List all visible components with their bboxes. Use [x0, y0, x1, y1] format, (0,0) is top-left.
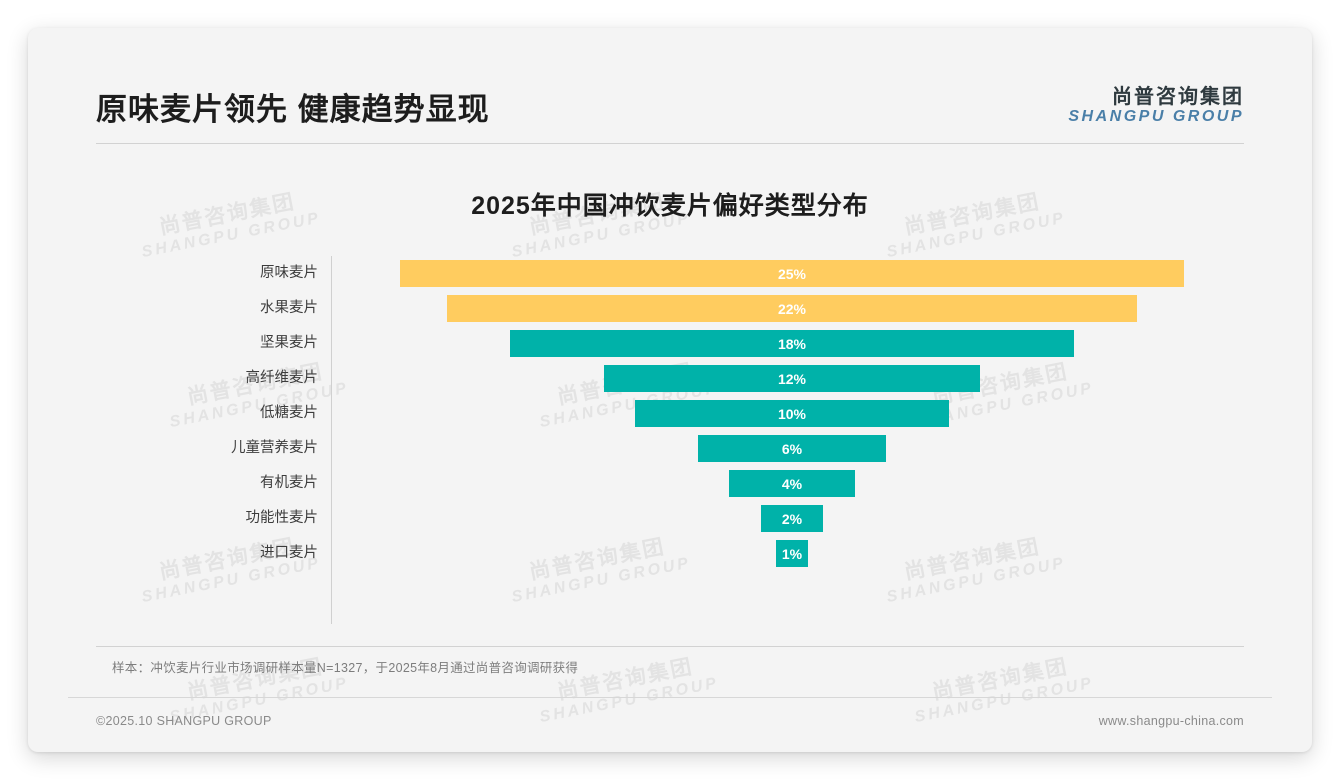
bar-category-label: 有机麦片 — [260, 475, 318, 491]
chart-plot-area: 原味麦片 25% 水果麦片 22% 坚果麦片 18% 高纤维麦片 12% 低糖麦片 10% 儿童营养… — [96, 256, 1244, 624]
slide-canvas: 尚普咨询集团 SHANGPU GROUP 尚普咨询集团 SHANGPU GROUP 尚普… — [28, 28, 1312, 752]
bar-row: 高纤维麦片 12% — [96, 361, 1244, 396]
bar-category-label: 坚果麦片 — [260, 335, 318, 351]
watermark-english-text: SHANGPU GROUP — [913, 674, 1096, 726]
bar-row: 坚果麦片 18% — [96, 326, 1244, 361]
bar-row: 进口麦片 1% — [96, 536, 1244, 571]
chart-container: 2025年中国冲饮麦片偏好类型分布 原味麦片 25% 水果麦片 22% 坚果麦片 18% 高… — [96, 158, 1244, 668]
bar-row: 低糖麦片 10% — [96, 396, 1244, 431]
bar-row: 原味麦片 25% — [96, 256, 1244, 291]
bar-segment[interactable]: 12% — [603, 365, 981, 392]
bar-value-label: 10% — [777, 405, 806, 422]
bar-segment[interactable]: 1% — [776, 540, 808, 567]
bar-value-label: 12% — [777, 370, 806, 387]
bar-row: 功能性麦片 2% — [96, 501, 1244, 536]
chart-title: 2025年中国冲饮麦片偏好类型分布 — [471, 192, 869, 220]
bar-list: 原味麦片 25% 水果麦片 22% 坚果麦片 18% 高纤维麦片 12% 低糖麦片 10% 儿童营养… — [96, 256, 1244, 571]
sample-footnote: 样本：冲饮麦片行业市场调研样本量N=1327，于2025年8月通过尚普咨询调研获… — [112, 661, 579, 675]
bar-value-label: 18% — [777, 335, 806, 352]
bar-track: 1% — [332, 536, 1244, 571]
bar-category-label: 儿童营养麦片 — [231, 440, 318, 456]
bar-category-label: 功能性麦片 — [245, 510, 319, 526]
bar-track: 25% — [332, 256, 1244, 291]
bar-track: 22% — [332, 291, 1244, 326]
website-link[interactable]: www.shangpu-china.com — [1098, 714, 1244, 728]
header-divider — [96, 143, 1244, 144]
bar-row: 水果麦片 22% — [96, 291, 1244, 326]
bar-category-label: 水果麦片 — [260, 300, 318, 316]
bar-segment[interactable]: 18% — [509, 330, 1075, 357]
bar-value-label: 6% — [781, 440, 803, 457]
footnote-divider — [96, 646, 1244, 647]
copyright-text: ©2025.10 SHANGPU GROUP — [96, 714, 272, 728]
bar-segment[interactable]: 2% — [760, 505, 824, 532]
company-logo: 尚普咨询集团 SHANGPU GROUP — [1068, 86, 1244, 126]
bar-value-label: 22% — [777, 300, 806, 317]
bar-row: 有机麦片 4% — [96, 466, 1244, 501]
bar-category-label: 进口麦片 — [260, 545, 318, 561]
bar-track: 2% — [332, 501, 1244, 536]
logo-english-text: SHANGPU GROUP — [1068, 108, 1244, 126]
bar-track: 10% — [332, 396, 1244, 431]
bar-value-label: 1% — [781, 545, 803, 562]
bar-track: 18% — [332, 326, 1244, 361]
footer-divider — [68, 697, 1272, 698]
bar-track: 4% — [332, 466, 1244, 501]
bar-category-label: 低糖麦片 — [260, 405, 318, 421]
bar-segment[interactable]: 25% — [400, 260, 1184, 287]
watermark-english-text: SHANGPU GROUP — [538, 674, 721, 726]
slide-header: 原味麦片领先 健康趋势显现 尚普咨询集团 SHANGPU GROUP — [96, 58, 1244, 144]
bar-category-label: 高纤维麦片 — [245, 370, 319, 386]
bar-value-label: 2% — [781, 510, 803, 527]
logo-chinese-text: 尚普咨询集团 — [1112, 86, 1244, 108]
bar-value-label: 25% — [777, 265, 807, 282]
bar-segment[interactable]: 10% — [635, 400, 949, 427]
bar-value-label: 4% — [781, 475, 803, 492]
bar-category-label: 原味麦片 — [260, 265, 318, 281]
bar-track: 12% — [332, 361, 1244, 396]
y-axis-line — [331, 256, 332, 624]
bar-row: 儿童营养麦片 6% — [96, 431, 1244, 466]
bar-segment[interactable]: 4% — [729, 470, 855, 497]
bar-track: 6% — [332, 431, 1244, 466]
bar-segment[interactable]: 22% — [447, 295, 1137, 322]
bar-segment[interactable]: 6% — [697, 435, 887, 462]
page-title: 原味麦片领先 健康趋势显现 — [96, 92, 490, 127]
